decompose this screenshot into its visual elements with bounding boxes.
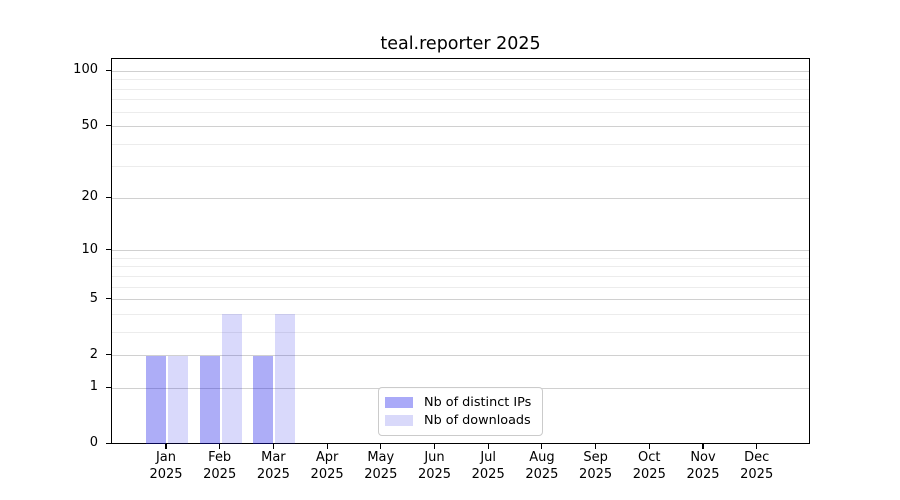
y-tick-label: 5 [89, 290, 98, 306]
bar-distinct-ips [253, 355, 274, 445]
x-tick-label: Jun 2025 [417, 450, 452, 482]
x-tick-mark [756, 444, 758, 449]
y-tick-label: 10 [81, 241, 98, 257]
y-gridline-minor [112, 79, 809, 81]
y-tick-label: 100 [73, 62, 98, 78]
legend-label-downloads: Nb of downloads [424, 413, 531, 428]
y-gridline-minor [112, 331, 809, 333]
y-tick-mark [106, 442, 111, 444]
chart-title: teal.reporter 2025 [380, 34, 541, 54]
x-tick-label: Jul 2025 [471, 450, 505, 482]
x-tick-mark [648, 444, 650, 449]
x-tick-label: Nov 2025 [686, 450, 720, 482]
legend-row-distinct-ips: Nb of distinct IPs [385, 394, 533, 411]
bar-downloads [275, 314, 296, 445]
x-tick-label: Sep 2025 [579, 450, 613, 482]
y-gridline-minor [112, 257, 809, 259]
y-gridline-major [112, 126, 809, 128]
x-tick-label: Apr 2025 [310, 450, 344, 482]
y-tick-mark [106, 249, 111, 251]
x-tick-mark [541, 444, 543, 449]
x-tick-label: May 2025 [364, 450, 398, 482]
y-gridline-minor [112, 111, 809, 113]
x-tick-mark [433, 444, 436, 449]
y-tick-label: 0 [89, 435, 98, 451]
y-tick-label: 1 [89, 379, 98, 395]
y-gridline-minor [112, 166, 809, 168]
bar-downloads [168, 355, 188, 445]
x-tick-mark [272, 444, 274, 449]
plot-area [111, 58, 810, 445]
bar-downloads [221, 314, 242, 445]
legend: Nb of distinct IPs Nb of downloads [378, 387, 543, 436]
bar-distinct-ips [146, 355, 166, 445]
legend-swatch-distinct-ips [385, 397, 413, 408]
y-tick-mark [106, 386, 111, 388]
x-tick-label: Feb 2025 [203, 450, 237, 482]
y-tick-label: 2 [89, 346, 98, 362]
bar-distinct-ips [199, 355, 220, 445]
x-tick-label: Mar 2025 [256, 450, 290, 482]
y-gridline-major [112, 299, 809, 301]
y-gridline-major [112, 197, 809, 199]
y-tick-mark [106, 125, 111, 127]
y-gridline-minor [112, 286, 809, 288]
x-tick-mark [595, 444, 597, 449]
y-tick-mark [106, 69, 111, 72]
y-gridline-minor [112, 275, 809, 277]
legend-label-distinct-ips: Nb of distinct IPs [424, 395, 532, 410]
y-gridline-minor [112, 99, 809, 101]
legend-row-downloads: Nb of downloads [385, 412, 533, 429]
x-tick-mark [326, 444, 328, 449]
y-gridline-minor [112, 313, 809, 315]
x-tick-label: Dec 2025 [740, 450, 774, 482]
legend-swatch-downloads [385, 415, 413, 426]
y-gridline-minor [112, 88, 809, 90]
y-tick-label: 50 [81, 117, 98, 133]
y-tick-mark [106, 353, 111, 356]
x-tick-label: Aug 2025 [525, 450, 559, 482]
y-gridline-major [112, 70, 809, 72]
x-tick-label: Jan 2025 [149, 450, 183, 482]
x-tick-mark [165, 444, 167, 449]
y-gridline-minor [112, 266, 809, 268]
x-tick-mark [219, 444, 221, 449]
y-tick-mark [106, 297, 111, 300]
y-gridline-minor [112, 143, 809, 145]
y-tick-mark [106, 196, 111, 198]
y-gridline-major [112, 250, 809, 252]
x-tick-mark [380, 444, 382, 449]
x-tick-mark [487, 444, 489, 449]
y-gridline-major [112, 355, 809, 357]
x-tick-mark [702, 444, 704, 449]
y-tick-label: 20 [81, 189, 98, 205]
x-tick-label: Oct 2025 [632, 450, 666, 482]
